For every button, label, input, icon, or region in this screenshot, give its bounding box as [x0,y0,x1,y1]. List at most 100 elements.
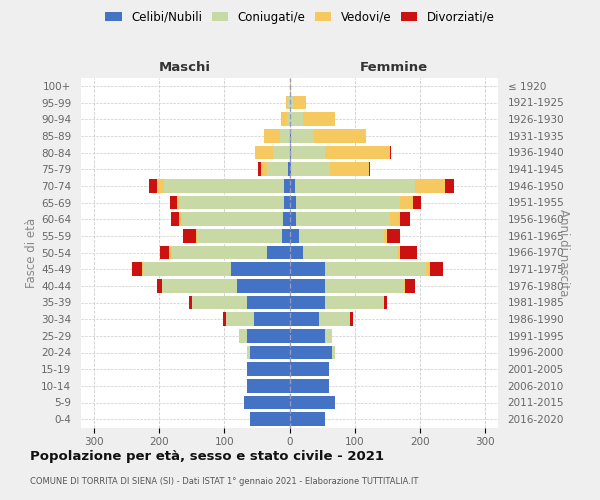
Bar [281,112,287,126]
Text: Maschi: Maschi [159,61,211,74]
Bar [142,262,143,276]
Bar [397,246,400,260]
Bar [290,412,325,426]
Bar [170,196,177,209]
Bar [290,296,325,310]
Bar [369,162,370,176]
Bar [179,212,182,226]
Bar [182,229,196,242]
Bar [223,312,226,326]
Bar [288,162,290,176]
Bar [319,312,350,326]
Bar [273,146,290,160]
Bar [290,162,291,176]
Bar [290,246,302,260]
Bar [387,229,400,242]
Bar [247,296,290,310]
Bar [290,112,302,126]
Bar [290,79,291,92]
Bar [325,279,404,292]
Bar [430,262,443,276]
Bar [325,296,384,310]
Bar [391,212,400,226]
Bar [258,162,261,176]
Bar [332,346,335,360]
Bar [295,179,415,192]
Bar [415,179,445,192]
Legend: Celibi/Nubili, Coniugati/e, Vedovi/e, Divorziati/e: Celibi/Nubili, Coniugati/e, Vedovi/e, Di… [100,6,500,28]
Bar [197,229,281,242]
Bar [254,312,290,326]
Bar [238,279,290,292]
Bar [157,179,164,192]
Bar [290,362,329,376]
Bar [299,229,384,242]
Bar [291,129,314,142]
Bar [290,229,299,242]
Bar [239,329,247,342]
Bar [350,312,353,326]
Bar [268,162,288,176]
Bar [400,196,413,209]
Bar [149,179,157,192]
Bar [247,362,290,376]
Bar [180,196,284,209]
Bar [182,212,283,226]
Text: COMUNE DI TORRITA DI SIENA (SI) - Dati ISTAT 1° gennaio 2021 - Elaborazione TUTT: COMUNE DI TORRITA DI SIENA (SI) - Dati I… [30,478,418,486]
Bar [290,312,319,326]
Bar [296,212,391,226]
Bar [157,279,163,292]
Text: Femmine: Femmine [359,61,428,74]
Bar [132,262,142,276]
Bar [172,246,266,260]
Bar [290,179,295,192]
Bar [250,346,290,360]
Bar [255,146,273,160]
Y-axis label: Anni di nascita: Anni di nascita [557,209,570,296]
Bar [281,229,290,242]
Bar [325,262,427,276]
Bar [287,112,290,126]
Bar [404,279,405,292]
Bar [280,129,290,142]
Bar [290,146,291,160]
Bar [188,296,192,310]
Bar [302,112,335,126]
Bar [290,196,296,209]
Bar [290,396,335,409]
Bar [330,162,369,176]
Bar [290,379,329,392]
Bar [400,212,410,226]
Bar [247,329,290,342]
Bar [160,246,169,260]
Bar [291,162,330,176]
Bar [384,229,387,242]
Bar [226,312,254,326]
Bar [445,179,454,192]
Bar [143,262,231,276]
Bar [247,346,250,360]
Bar [290,346,332,360]
Bar [192,296,247,310]
Bar [169,246,172,260]
Bar [284,179,290,192]
Bar [231,262,290,276]
Bar [164,179,284,192]
Bar [390,146,391,160]
Bar [244,396,290,409]
Bar [290,279,325,292]
Bar [250,412,290,426]
Bar [288,96,290,110]
Bar [247,379,290,392]
Text: Popolazione per età, sesso e stato civile - 2021: Popolazione per età, sesso e stato civil… [30,450,384,463]
Bar [400,246,416,260]
Bar [283,212,290,226]
Bar [284,196,290,209]
Bar [290,262,325,276]
Bar [266,246,290,260]
Bar [413,196,421,209]
Bar [325,329,332,342]
Bar [314,129,366,142]
Bar [171,212,179,226]
Bar [291,146,325,160]
